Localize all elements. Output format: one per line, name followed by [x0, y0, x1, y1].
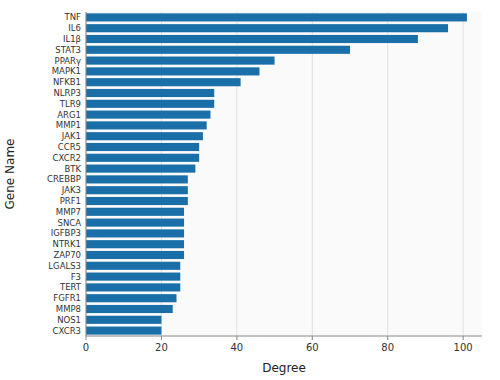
bar: [86, 197, 188, 205]
category-label: CXCR2: [53, 153, 81, 163]
y-ticks: TNFIL6IL1βSTAT3PPARγMAPK1NFKB1NLRP3TLR9A…: [47, 12, 82, 335]
plot-area: [86, 12, 482, 336]
tick-label: 40: [230, 342, 243, 353]
category-label: PPARγ: [55, 56, 81, 66]
category-label: IGFBP3: [51, 228, 81, 238]
category-label: JAK1: [61, 131, 81, 141]
bar: [86, 186, 188, 194]
bar: [86, 240, 184, 248]
bar: [86, 219, 184, 227]
category-label: MMP1: [56, 120, 81, 130]
bar: [86, 251, 184, 259]
category-label: SNCA: [57, 218, 81, 228]
bar: [86, 46, 350, 54]
tick-label: 100: [454, 342, 473, 353]
tick-mark: [86, 336, 87, 340]
bar: [86, 294, 177, 302]
bars: [86, 13, 467, 334]
category-label: TNF: [64, 12, 82, 22]
y-axis-line: [86, 12, 87, 336]
category-label: MMP7: [56, 207, 81, 217]
tick-label: 60: [306, 342, 319, 353]
x-axis-line: [86, 336, 482, 337]
category-label: FGFR1: [53, 293, 81, 303]
x-ticks: 0 20 40 60 80 100: [83, 336, 473, 353]
bar: [86, 100, 214, 108]
category-label: LGALS3: [48, 261, 81, 271]
tick-mark: [387, 336, 388, 340]
bar: [86, 273, 180, 281]
bar: [86, 316, 161, 324]
category-label: NFKB1: [53, 77, 81, 87]
category-label: CXCR3: [53, 326, 81, 336]
chart: 0 20 40 60 80 100 TNFIL6IL1βSTAT3PPARγMAPK1NFK…: [0, 0, 500, 380]
bar: [86, 305, 173, 313]
bar: [86, 327, 161, 335]
category-label: MAPK1: [52, 66, 81, 76]
tick-mark: [312, 336, 313, 340]
category-label: TLR9: [59, 99, 81, 109]
category-label: NLRP3: [53, 88, 81, 98]
grid: [86, 12, 463, 336]
grid-line: [463, 12, 464, 336]
category-label: MMP8: [56, 304, 81, 314]
y-axis-label: Gene Name: [3, 139, 17, 210]
bar: [86, 165, 195, 173]
category-label: STAT3: [55, 45, 81, 55]
grid-line: [86, 12, 87, 336]
category-label: TERT: [59, 282, 82, 292]
tick-mark: [161, 336, 162, 340]
category-label: CREBBP: [47, 174, 81, 184]
tick-label: 0: [83, 342, 89, 353]
bar: [86, 283, 180, 291]
bar: [86, 67, 259, 75]
category-label: ARG1: [57, 110, 81, 120]
grid-line: [312, 12, 313, 336]
bar: [86, 262, 180, 270]
tick-mark: [463, 336, 464, 340]
category-label: PRF1: [60, 196, 81, 206]
bar: [86, 89, 214, 97]
bar: [86, 208, 184, 216]
tick-label: 80: [381, 342, 394, 353]
category-label: CCR5: [58, 142, 81, 152]
bar: [86, 78, 241, 86]
category-label: BTK: [64, 164, 81, 174]
tick-mark: [236, 336, 237, 340]
category-label: IL1β: [63, 34, 81, 44]
bar: [86, 143, 199, 151]
category-label: F3: [71, 272, 81, 282]
category-label: NTRK1: [53, 239, 81, 249]
category-label: IL6: [68, 23, 81, 33]
category-label: NOS1: [57, 315, 81, 325]
bar: [86, 13, 467, 21]
bar: [86, 57, 275, 65]
bar: [86, 35, 418, 43]
category-label: JAK3: [61, 185, 81, 195]
bar: [86, 24, 448, 32]
category-label: ZAP70: [53, 250, 81, 260]
bar: [86, 111, 210, 119]
bar: [86, 154, 199, 162]
bar: [86, 121, 207, 129]
bar: [86, 229, 184, 237]
tick-label: 20: [155, 342, 168, 353]
bar: [86, 175, 188, 183]
grid-line: [387, 12, 388, 336]
x-axis-label: Degree: [262, 361, 306, 375]
bar: [86, 132, 203, 140]
